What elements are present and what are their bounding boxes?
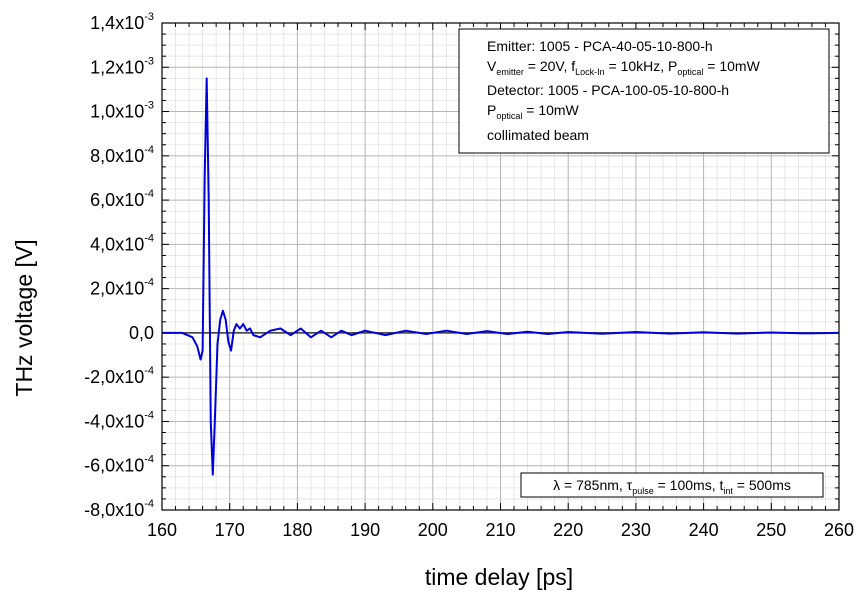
plot-frame <box>161 22 840 511</box>
y-tick-label: 1,0x10-3 <box>90 100 154 122</box>
legend-line-optical-power: Poptical = 10mW <box>487 102 580 121</box>
annotation-text: λ = 785nm, τpulse = 100ms, tint = 500ms <box>553 477 791 496</box>
annotation-box <box>520 472 824 498</box>
x-tick-label: 170 <box>215 520 245 540</box>
y-tick-label: -8,0x10-4 <box>84 498 154 520</box>
legend-line-parameters: Vemitter = 20V, fLock-In = 10kHz, Poptic… <box>487 58 761 77</box>
measurement-annotation: λ = 785nm, τpulse = 100ms, tint = 500ms <box>520 472 824 498</box>
legend: Emitter: 1005 - PCA-40-05-10-800-h Vemit… <box>458 28 830 154</box>
y-tick-label: 6,0x10-4 <box>90 188 154 210</box>
x-tick-label: 210 <box>485 520 515 540</box>
y-tick-label: 1,4x10-3 <box>90 11 154 33</box>
x-axis-title: time delay [ps] <box>425 564 573 590</box>
legend-line-beam: collimated beam <box>487 127 589 143</box>
y-tick-label: 0,0 <box>129 323 154 343</box>
x-tick-label: 180 <box>282 520 312 540</box>
x-tick-label: 230 <box>621 520 651 540</box>
y-tick-label: -4,0x10-4 <box>84 409 154 431</box>
y-tick-label: 4,0x10-4 <box>90 232 154 254</box>
x-tick-labels: 160 170 180 190 200 210 220 230 240 250 260 <box>147 520 854 540</box>
x-tick-label: 200 <box>418 520 448 540</box>
y-tick-label: 8,0x10-4 <box>90 144 154 166</box>
x-tick-label: 260 <box>824 520 854 540</box>
axis-ticks <box>161 22 840 511</box>
x-tick-label: 190 <box>350 520 380 540</box>
x-tick-label: 250 <box>756 520 786 540</box>
y-axis-title: THz voltage [V] <box>11 239 37 396</box>
y-tick-label: 2,0x10-4 <box>90 277 154 299</box>
legend-box <box>458 28 830 154</box>
legend-line-detector: Detector: 1005 - PCA-100-05-10-800-h <box>487 82 729 98</box>
y-tick-label: -2,0x10-4 <box>84 365 154 387</box>
x-tick-label: 220 <box>553 520 583 540</box>
y-tick-label: 1,2x10-3 <box>90 55 154 77</box>
thz-waveform-line <box>162 77 840 476</box>
legend-line-emitter: Emitter: 1005 - PCA-40-05-10-800-h <box>487 38 713 54</box>
x-tick-label: 160 <box>147 520 177 540</box>
x-tick-label: 240 <box>689 520 719 540</box>
y-tick-label: -6,0x10-4 <box>84 454 154 476</box>
series-layer <box>162 77 840 476</box>
y-tick-labels: 1,4x10-3 1,2x10-3 1,0x10-3 8,0x10-4 6,0x10-4… <box>84 11 154 520</box>
